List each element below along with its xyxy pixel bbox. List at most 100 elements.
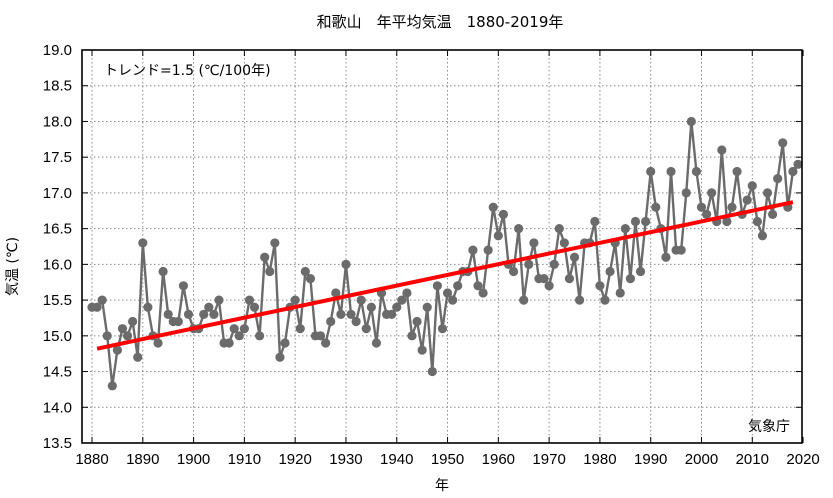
temperature-point bbox=[224, 338, 234, 348]
temperature-point bbox=[722, 216, 732, 227]
temperature-point bbox=[762, 188, 773, 198]
temperature-point bbox=[651, 202, 661, 212]
temperature-point bbox=[514, 224, 524, 234]
temperature-point bbox=[290, 295, 300, 305]
temperature-point bbox=[107, 381, 117, 391]
temperature-point bbox=[488, 202, 498, 212]
temperature-point bbox=[752, 216, 762, 227]
temperature-point bbox=[158, 266, 168, 277]
temperature-point bbox=[707, 188, 717, 198]
source-label: 気象庁 bbox=[748, 419, 790, 435]
x-axis-label: 年 bbox=[435, 478, 449, 494]
temperature-point bbox=[122, 331, 133, 341]
temperature-point bbox=[117, 324, 128, 334]
temperature-point bbox=[331, 288, 341, 298]
temperature-point bbox=[209, 309, 219, 319]
temperature-point bbox=[564, 274, 575, 284]
temperature-point bbox=[773, 174, 783, 184]
temperature-point bbox=[163, 309, 173, 319]
temperature-point bbox=[646, 166, 656, 177]
temperature-point bbox=[315, 331, 326, 341]
temperature-point bbox=[275, 352, 285, 362]
x-tick-label: 1980 bbox=[583, 451, 616, 468]
temperature-point bbox=[97, 295, 107, 305]
temperature-point bbox=[727, 202, 737, 212]
temperature-point bbox=[346, 309, 356, 319]
y-tick-label: 16.5 bbox=[43, 221, 72, 238]
x-tick-label: 2010 bbox=[736, 451, 769, 468]
temperature-point bbox=[747, 181, 757, 191]
temperature-point bbox=[361, 324, 371, 334]
y-tick-label: 17.0 bbox=[43, 185, 72, 202]
temperature-point bbox=[483, 245, 493, 255]
trend-series bbox=[96, 200, 794, 351]
temperature-point bbox=[539, 274, 549, 284]
temperature-point bbox=[635, 266, 646, 277]
temperature-point bbox=[102, 331, 112, 341]
temperature-point bbox=[569, 252, 580, 262]
temperature-point bbox=[92, 302, 102, 312]
temperature-point bbox=[341, 259, 351, 269]
temperature-point bbox=[778, 138, 788, 148]
x-tick-label: 2020 bbox=[786, 451, 819, 468]
temperature-point bbox=[574, 295, 585, 305]
temperature-point bbox=[351, 316, 361, 327]
temperature-point bbox=[199, 309, 209, 319]
temperature-point bbox=[402, 288, 412, 298]
x-tick-label: 1910 bbox=[228, 451, 261, 468]
temperature-point bbox=[595, 281, 605, 291]
temperature-point bbox=[437, 324, 448, 334]
temperature-point bbox=[453, 281, 463, 291]
temperature-point bbox=[717, 145, 727, 155]
temperature-point bbox=[214, 295, 224, 305]
y-axis: 13.5 14.0 14.5 15.0 15.5 16.0 16.5 17.0 17.5 18.0… bbox=[43, 42, 802, 452]
temperature-point bbox=[321, 338, 331, 348]
temperature-point bbox=[498, 209, 509, 219]
temperature-point bbox=[788, 166, 798, 177]
temperature-point bbox=[615, 288, 625, 298]
chart-title: 和歌山 年平均気温 1880-2019年 bbox=[317, 13, 564, 31]
grid bbox=[82, 50, 802, 443]
temperature-point bbox=[468, 245, 478, 255]
trend-line bbox=[96, 200, 794, 351]
temperature-point bbox=[590, 216, 600, 227]
temperature-point bbox=[260, 252, 270, 262]
temperature-point bbox=[244, 295, 255, 305]
x-tick-label: 1920 bbox=[278, 451, 311, 468]
temperature-point bbox=[417, 345, 427, 355]
temperature-point bbox=[280, 338, 290, 348]
temperature-point bbox=[229, 324, 239, 334]
temperature-point bbox=[295, 324, 305, 334]
temperature-series bbox=[87, 116, 803, 391]
y-tick-label: 18.0 bbox=[43, 113, 72, 130]
temperature-point bbox=[559, 238, 569, 248]
x-tick-label: 1970 bbox=[532, 451, 565, 468]
temperature-point bbox=[493, 231, 503, 241]
temperature-point bbox=[448, 295, 458, 305]
y-tick-label: 16.0 bbox=[43, 256, 72, 273]
temperature-point bbox=[407, 331, 417, 341]
x-tick-label: 1960 bbox=[482, 451, 515, 468]
y-tick-label: 15.0 bbox=[43, 328, 72, 345]
temperature-point bbox=[427, 366, 437, 377]
temperature-point bbox=[412, 316, 422, 327]
plot-frame bbox=[81, 49, 803, 444]
temperature-point bbox=[742, 195, 752, 205]
temperature-point bbox=[641, 216, 651, 227]
y-tick-label: 18.5 bbox=[43, 78, 72, 95]
temperature-point bbox=[138, 238, 148, 248]
temperature-point bbox=[442, 288, 453, 298]
temperature-point bbox=[605, 266, 615, 277]
x-tick-label: 1930 bbox=[329, 451, 362, 468]
temperature-point bbox=[112, 345, 122, 355]
temperature-point bbox=[793, 159, 803, 169]
temperature-point bbox=[701, 209, 712, 219]
temperature-point bbox=[625, 274, 635, 284]
temperature-point bbox=[732, 166, 742, 177]
temperature-point bbox=[239, 324, 249, 334]
temperature-point bbox=[554, 224, 564, 234]
y-tick-label: 14.0 bbox=[43, 399, 72, 416]
temperature-point bbox=[336, 309, 346, 319]
x-tick-label: 1880 bbox=[75, 451, 108, 468]
